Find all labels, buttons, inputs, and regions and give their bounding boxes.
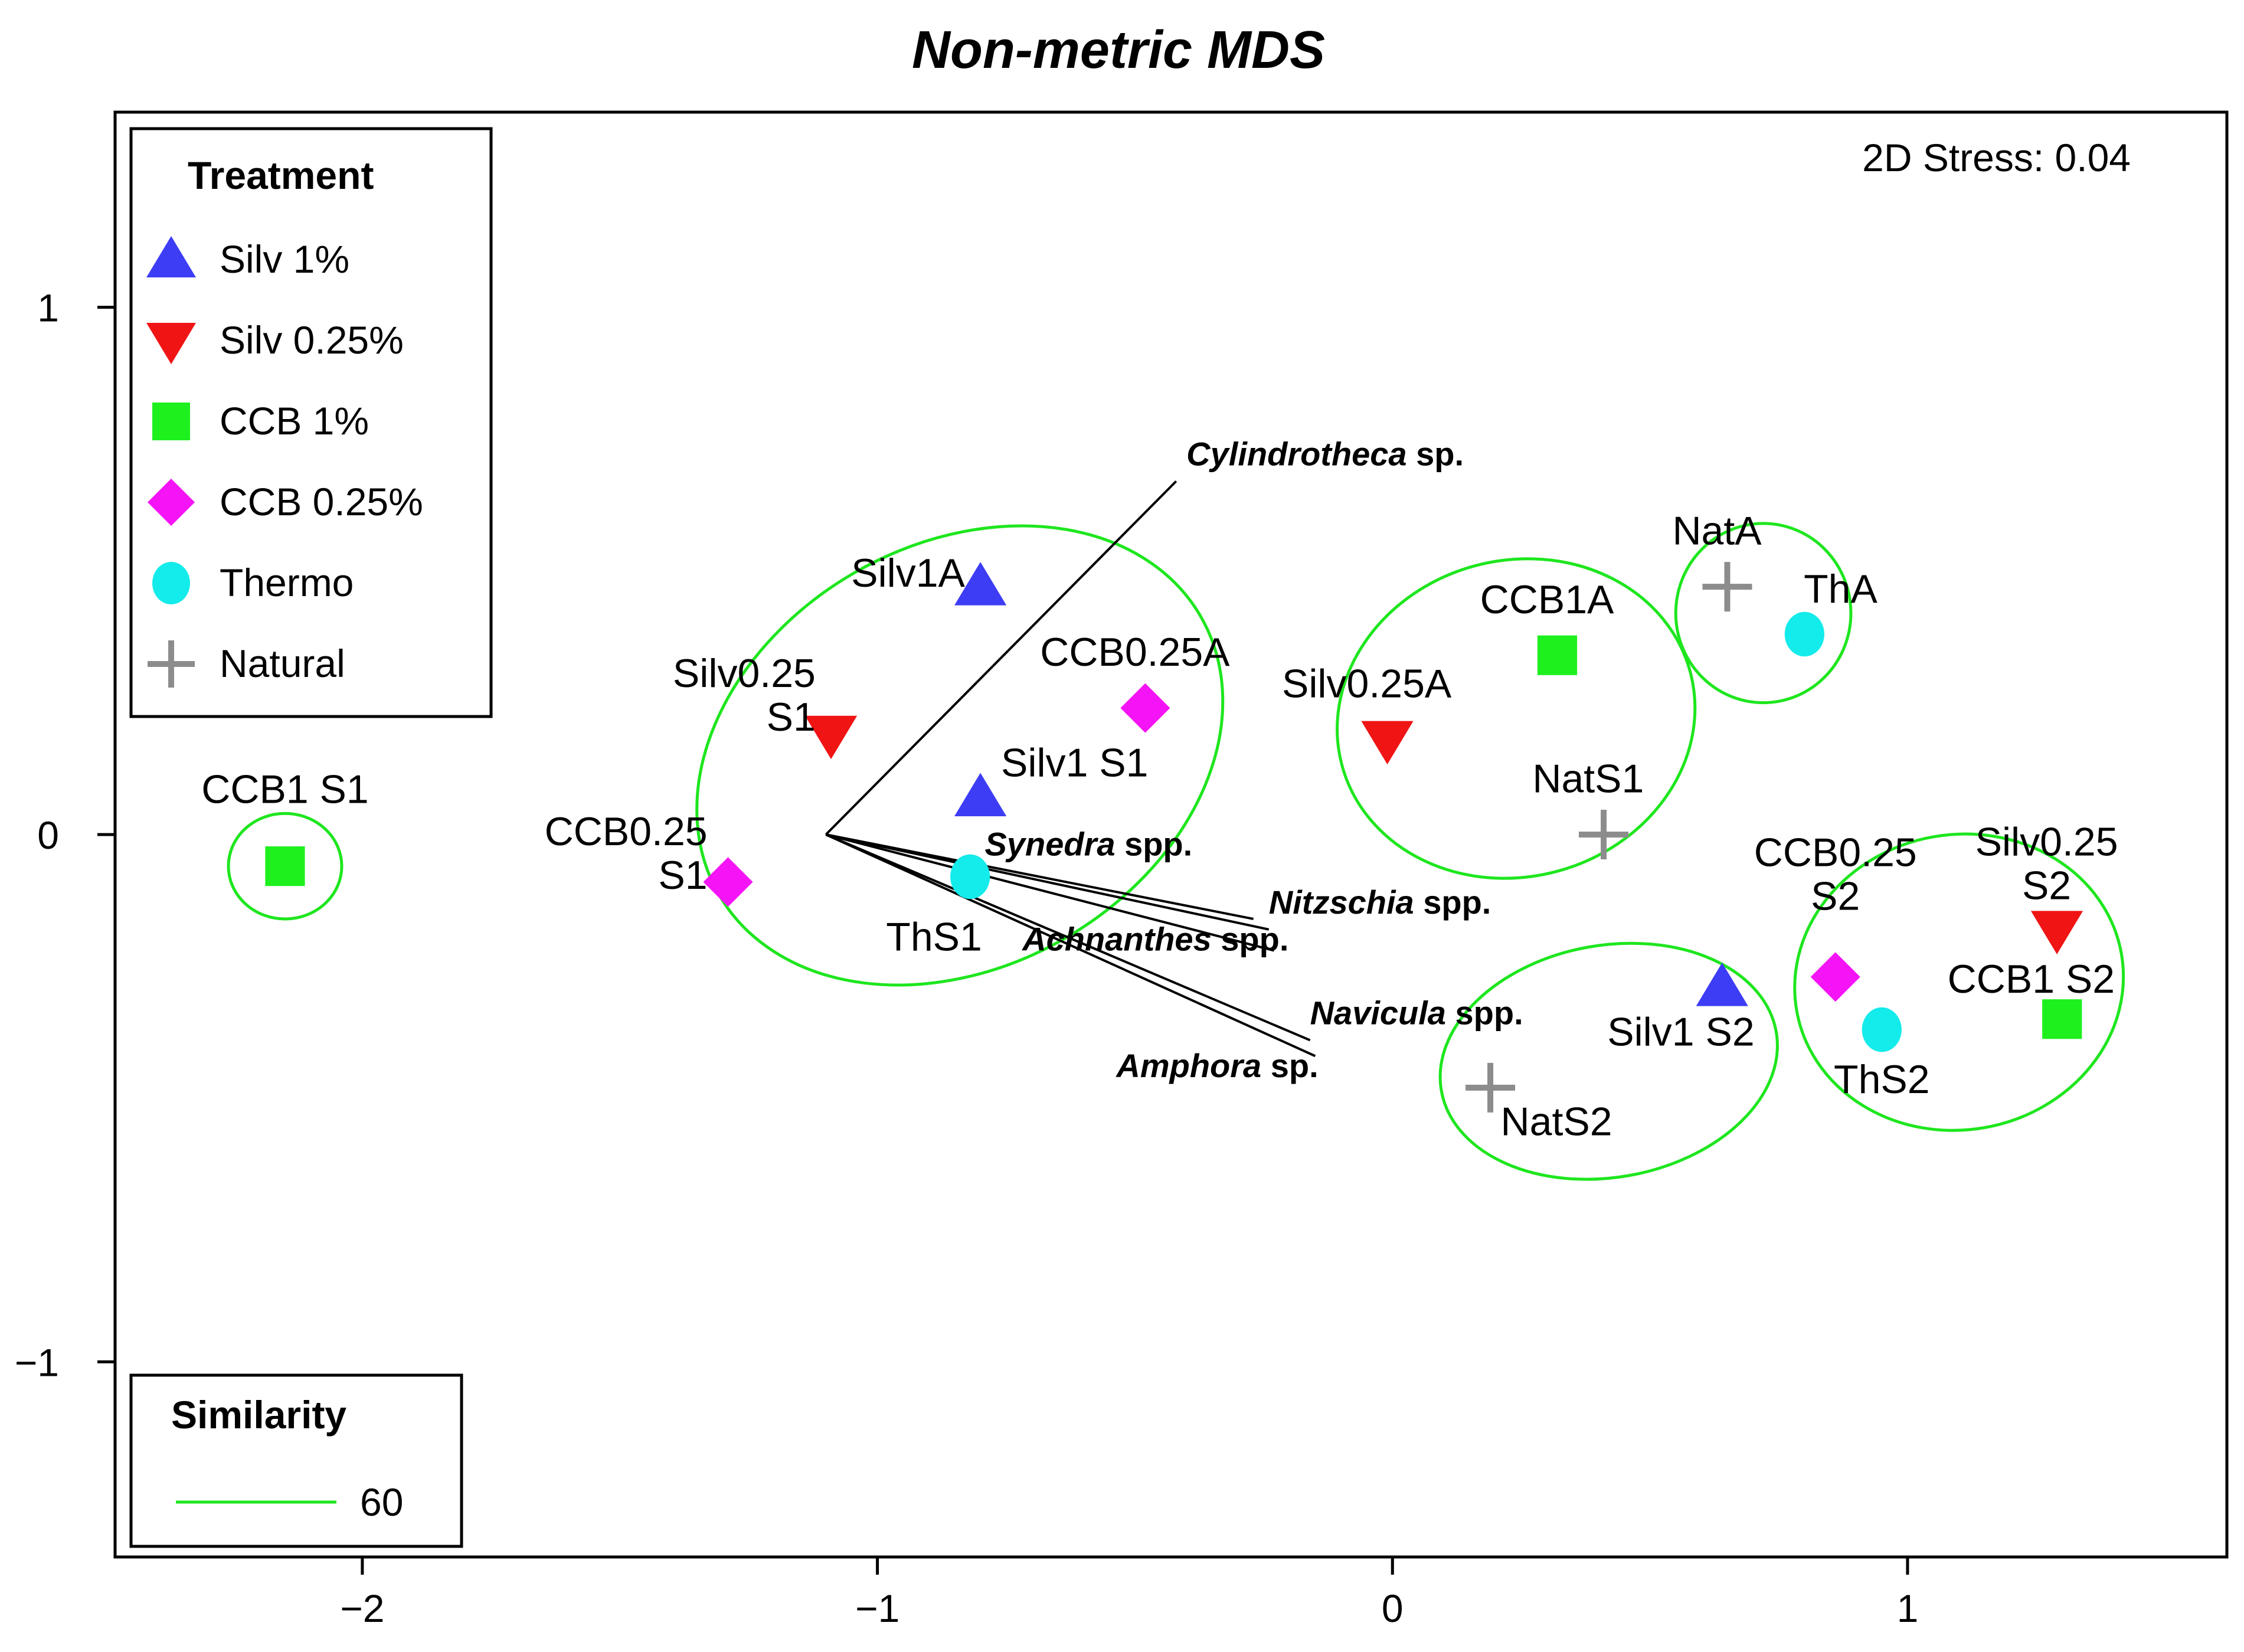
similarity-contour — [1793, 832, 2125, 1132]
legend-marker — [148, 640, 195, 688]
legend-label: Silv 0.25% — [220, 318, 404, 362]
point-marker — [950, 854, 990, 899]
species-vector-label: Nitzschia spp. — [1269, 884, 1491, 921]
similarity-contour — [227, 812, 344, 921]
point-label: CCB0.25A — [1040, 630, 1230, 675]
point-label: Silv1 S2 — [1607, 1009, 1754, 1054]
point-marker — [1579, 810, 1629, 859]
point-label: Silv0.25A — [1282, 662, 1452, 706]
point-marker — [1120, 683, 1170, 733]
axes: −2 −1 0 1 1 0 −1 — [15, 286, 1919, 1630]
species-vector-label: Synedra spp. — [985, 826, 1193, 863]
point-label: CCB1A — [1480, 577, 1614, 622]
point-marker — [954, 562, 1007, 606]
point-label: Silv1A — [851, 551, 965, 596]
point-marker — [1466, 1062, 1516, 1113]
species-vector-label: Cylindrotheca sp. — [1186, 436, 1464, 473]
x-tick-label: −1 — [855, 1586, 899, 1630]
treatment-legend: Treatment Silv 1% Silv 0.25% CCB 1% CCB 0.2… — [129, 127, 493, 718]
point-label: ThA — [1804, 567, 1877, 611]
legend-marker — [146, 323, 196, 364]
point-marker — [703, 857, 753, 907]
point-label: Silv0.25 S2 — [1975, 820, 2118, 908]
point-label: NatS2 — [1501, 1099, 1612, 1144]
legend-marker — [152, 562, 190, 604]
point-marker — [1702, 562, 1752, 612]
point-marker — [1810, 952, 1860, 1002]
point-label: CCB1 S1 — [201, 767, 368, 812]
point-label: ThS1 — [886, 915, 982, 960]
species-vector-line — [825, 480, 1177, 836]
point-label: CCB0.25 S1 — [545, 809, 708, 898]
legend-label: Natural — [220, 642, 345, 685]
x-tick-label: 1 — [1897, 1586, 1919, 1630]
treatment-legend-items: Silv 1% Silv 0.25% CCB 1% CCB 0.25% Thermo Na… — [146, 236, 423, 688]
point-label: CCB1 S2 — [1948, 957, 2115, 1002]
similarity-contour — [1336, 557, 1697, 880]
point-marker — [804, 715, 858, 760]
treatment-legend-box — [129, 127, 493, 718]
legend-label: CCB 1% — [220, 399, 369, 443]
similarity-contour — [1438, 941, 1779, 1181]
point-marker — [1784, 611, 1824, 657]
species-vector-label: Navicula spp. — [1310, 995, 1523, 1032]
point-label: Silv0.25 S1 — [673, 651, 816, 740]
legend-marker — [152, 403, 190, 440]
species-vector-label: Achnanthes spp. — [1021, 921, 1288, 958]
point-marker — [1862, 1007, 1902, 1052]
y-tick-label: 0 — [37, 813, 59, 857]
legend-marker — [148, 479, 195, 526]
legend-label: Silv 1% — [220, 237, 349, 281]
point-marker — [954, 773, 1007, 816]
stress-label: 2D Stress: 0.04 — [1862, 136, 2131, 179]
similarity-contour — [1674, 522, 1853, 705]
similarity-contour — [695, 524, 1225, 987]
legend-marker — [146, 236, 196, 277]
treatment-legend-title: Treatment — [188, 153, 374, 197]
point-label: CCB0.25 S2 — [1754, 830, 1917, 919]
species-vector-line — [825, 833, 1275, 952]
y-tick-label: 1 — [37, 286, 59, 330]
point-label: NatA — [1672, 509, 1762, 554]
x-tick-label: 0 — [1382, 1586, 1404, 1630]
species-vectors: Cylindrotheca sp. Synedra spp. Nitzschia s… — [825, 436, 1523, 1084]
point-label: Silv1 S1 — [1001, 741, 1148, 786]
similarity-legend-title: Similarity — [171, 1393, 346, 1437]
point-marker — [1537, 635, 1578, 675]
species-vector-label: Amphora sp. — [1115, 1047, 1318, 1084]
data-points: Silv1A Silv1 S1 Silv1 S2 Silv0.25 S1 Silv0.25… — [201, 509, 2118, 1144]
point-marker — [1361, 721, 1414, 765]
point-label: ThS2 — [1834, 1057, 1930, 1102]
legend-label: CCB 0.25% — [220, 480, 423, 524]
species-vector-line — [825, 833, 1270, 931]
similarity-legend: Similarity 60 — [129, 1373, 463, 1548]
similarity-contours — [227, 522, 2125, 1181]
chart-title: Non-metric MDS — [912, 21, 1325, 80]
point-label: NatS1 — [1532, 757, 1644, 802]
point-marker — [1696, 963, 1748, 1006]
species-vector-line — [825, 833, 1316, 1058]
point-marker — [2042, 999, 2082, 1039]
species-vector-line — [825, 833, 1311, 1042]
y-tick-label: −1 — [15, 1340, 59, 1384]
point-marker — [2030, 911, 2083, 954]
similarity-legend-box — [129, 1373, 463, 1548]
legend-label: Thermo — [220, 561, 354, 604]
point-marker — [265, 846, 305, 886]
x-tick-label: −2 — [340, 1586, 384, 1630]
similarity-value: 60 — [360, 1480, 403, 1524]
